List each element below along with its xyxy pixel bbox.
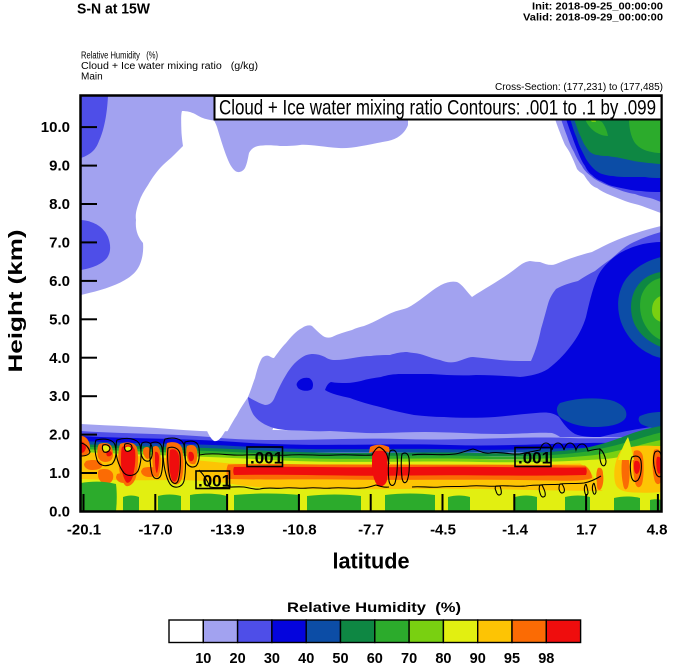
- svg-text:2.0: 2.0: [49, 427, 70, 444]
- svg-text:latitude: latitude: [333, 549, 410, 574]
- svg-text:70: 70: [401, 651, 417, 667]
- svg-text:3.0: 3.0: [49, 388, 70, 405]
- svg-text:-7.7: -7.7: [358, 522, 384, 539]
- svg-text:Main: Main: [81, 72, 103, 83]
- svg-text:9.0: 9.0: [49, 158, 70, 175]
- svg-text:-17.0: -17.0: [138, 522, 172, 539]
- svg-text:.001: .001: [250, 449, 283, 468]
- svg-text:7.0: 7.0: [49, 235, 70, 252]
- svg-text:4.0: 4.0: [49, 350, 70, 367]
- svg-text:8.0: 8.0: [49, 196, 70, 213]
- svg-text:80: 80: [435, 651, 451, 667]
- svg-text:95: 95: [504, 651, 520, 667]
- svg-text:1.0: 1.0: [49, 465, 70, 482]
- svg-text:1.7: 1.7: [576, 522, 597, 539]
- svg-text:Height (km): Height (km): [6, 230, 27, 373]
- svg-text:6.0: 6.0: [49, 273, 70, 290]
- svg-text:Cross-Section: (177,231) to (1: Cross-Section: (177,231) to (177,485): [495, 82, 663, 93]
- svg-text:0.0: 0.0: [49, 504, 70, 521]
- svg-text:.001: .001: [518, 449, 551, 468]
- svg-text:Cloud + Ice water mixing ratio: Cloud + Ice water mixing ratio Contours:…: [219, 97, 656, 120]
- svg-text:4.8: 4.8: [647, 522, 668, 539]
- svg-text:-4.5: -4.5: [430, 522, 456, 539]
- svg-text:Cloud + Ice water mixing ratio: Cloud + Ice water mixing ratio (g/kg): [81, 61, 258, 72]
- svg-text:5.0: 5.0: [49, 312, 70, 329]
- svg-text:.001: .001: [198, 472, 231, 491]
- svg-text:98: 98: [538, 651, 554, 667]
- svg-text:20: 20: [230, 651, 246, 667]
- svg-text:-13.9: -13.9: [210, 522, 244, 539]
- svg-text:-1.4: -1.4: [502, 522, 529, 539]
- svg-text:40: 40: [298, 651, 314, 667]
- svg-text:Relative Humidity (%): Relative Humidity (%): [81, 51, 158, 62]
- svg-text:10.0: 10.0: [41, 119, 70, 136]
- svg-text:Relative Humidity (%): Relative Humidity (%): [287, 599, 461, 615]
- svg-text:-20.1: -20.1: [67, 522, 101, 539]
- svg-text:60: 60: [367, 651, 383, 667]
- svg-text:Valid: 2018-09-29_00:00:00: Valid: 2018-09-29_00:00:00: [523, 12, 663, 24]
- svg-text:10: 10: [195, 651, 211, 667]
- svg-text:30: 30: [264, 651, 280, 667]
- svg-text:-10.8: -10.8: [282, 522, 316, 539]
- svg-text:50: 50: [332, 651, 348, 667]
- svg-text:90: 90: [470, 651, 486, 667]
- svg-text:Init: 2018-09-25_00:00:00: Init: 2018-09-25_00:00:00: [532, 1, 663, 13]
- svg-text:S-N at 15W: S-N at 15W: [77, 2, 150, 18]
